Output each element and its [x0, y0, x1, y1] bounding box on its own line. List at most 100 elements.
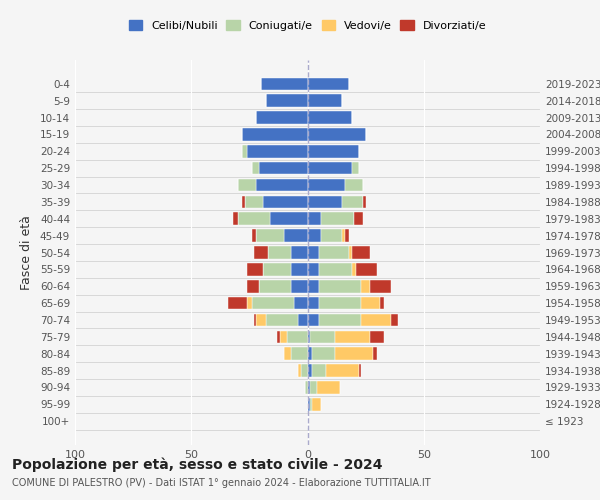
Bar: [259, 280, 291, 292]
Bar: [233, 212, 238, 225]
Bar: [263, 196, 308, 208]
Bar: [352, 263, 356, 276]
Bar: [256, 314, 266, 326]
Bar: [242, 145, 247, 158]
Bar: [326, 364, 359, 377]
Bar: [308, 145, 359, 158]
Legend: Celibi/Nubili, Coniugati/e, Vedovi/e, Divorziati/e: Celibi/Nubili, Coniugati/e, Vedovi/e, Di…: [124, 16, 491, 35]
Bar: [252, 297, 293, 310]
Bar: [247, 297, 252, 310]
Bar: [317, 381, 340, 394]
Bar: [308, 94, 343, 107]
Bar: [344, 230, 349, 242]
Bar: [308, 162, 352, 174]
Bar: [298, 364, 301, 377]
Y-axis label: Fasce di età: Fasce di età: [20, 215, 33, 290]
Bar: [370, 330, 384, 343]
Bar: [308, 246, 319, 259]
Bar: [361, 314, 391, 326]
Bar: [247, 280, 259, 292]
Bar: [361, 280, 370, 292]
Bar: [352, 246, 370, 259]
Bar: [301, 364, 308, 377]
Bar: [308, 330, 310, 343]
Bar: [291, 263, 308, 276]
Bar: [256, 111, 308, 124]
Bar: [252, 230, 256, 242]
Bar: [380, 297, 384, 310]
Bar: [373, 348, 377, 360]
Bar: [308, 280, 319, 292]
Bar: [310, 398, 312, 410]
Bar: [308, 212, 322, 225]
Bar: [308, 128, 365, 141]
Bar: [293, 297, 308, 310]
Bar: [319, 263, 352, 276]
Bar: [280, 330, 287, 343]
Bar: [335, 330, 370, 343]
Bar: [308, 348, 312, 360]
Bar: [268, 246, 291, 259]
Bar: [308, 196, 343, 208]
Bar: [319, 280, 361, 292]
Bar: [312, 398, 322, 410]
Bar: [261, 78, 308, 90]
Bar: [364, 196, 365, 208]
Bar: [335, 348, 373, 360]
Bar: [322, 230, 343, 242]
Bar: [254, 246, 268, 259]
Bar: [354, 212, 364, 225]
Bar: [245, 196, 263, 208]
Bar: [277, 330, 280, 343]
Bar: [343, 196, 364, 208]
Bar: [322, 212, 354, 225]
Bar: [271, 212, 308, 225]
Bar: [298, 314, 308, 326]
Bar: [305, 381, 308, 394]
Bar: [291, 280, 308, 292]
Bar: [238, 178, 256, 192]
Bar: [308, 297, 319, 310]
Bar: [266, 94, 308, 107]
Bar: [370, 280, 391, 292]
Bar: [242, 196, 245, 208]
Bar: [284, 348, 291, 360]
Bar: [247, 263, 263, 276]
Bar: [308, 398, 310, 410]
Bar: [319, 314, 361, 326]
Text: Popolazione per età, sesso e stato civile - 2024: Popolazione per età, sesso e stato civil…: [12, 458, 383, 472]
Bar: [361, 297, 380, 310]
Bar: [308, 364, 312, 377]
Bar: [359, 364, 361, 377]
Bar: [284, 230, 308, 242]
Bar: [252, 162, 259, 174]
Bar: [256, 178, 308, 192]
Bar: [308, 314, 319, 326]
Bar: [356, 263, 377, 276]
Bar: [312, 348, 335, 360]
Bar: [344, 178, 364, 192]
Bar: [256, 230, 284, 242]
Bar: [343, 230, 344, 242]
Bar: [319, 246, 349, 259]
Bar: [308, 78, 349, 90]
Bar: [254, 314, 256, 326]
Bar: [308, 178, 344, 192]
Bar: [319, 297, 361, 310]
Bar: [391, 314, 398, 326]
Bar: [266, 314, 298, 326]
Bar: [263, 263, 291, 276]
Bar: [291, 246, 308, 259]
Bar: [312, 364, 326, 377]
Y-axis label: Anni di nascita: Anni di nascita: [596, 206, 600, 298]
Bar: [242, 128, 308, 141]
Bar: [287, 330, 308, 343]
Bar: [310, 381, 317, 394]
Bar: [308, 111, 352, 124]
Bar: [259, 162, 308, 174]
Bar: [291, 348, 308, 360]
Bar: [308, 263, 319, 276]
Bar: [310, 330, 335, 343]
Bar: [308, 381, 310, 394]
Text: COMUNE DI PALESTRO (PV) - Dati ISTAT 1° gennaio 2024 - Elaborazione TUTTITALIA.I: COMUNE DI PALESTRO (PV) - Dati ISTAT 1° …: [12, 478, 431, 488]
